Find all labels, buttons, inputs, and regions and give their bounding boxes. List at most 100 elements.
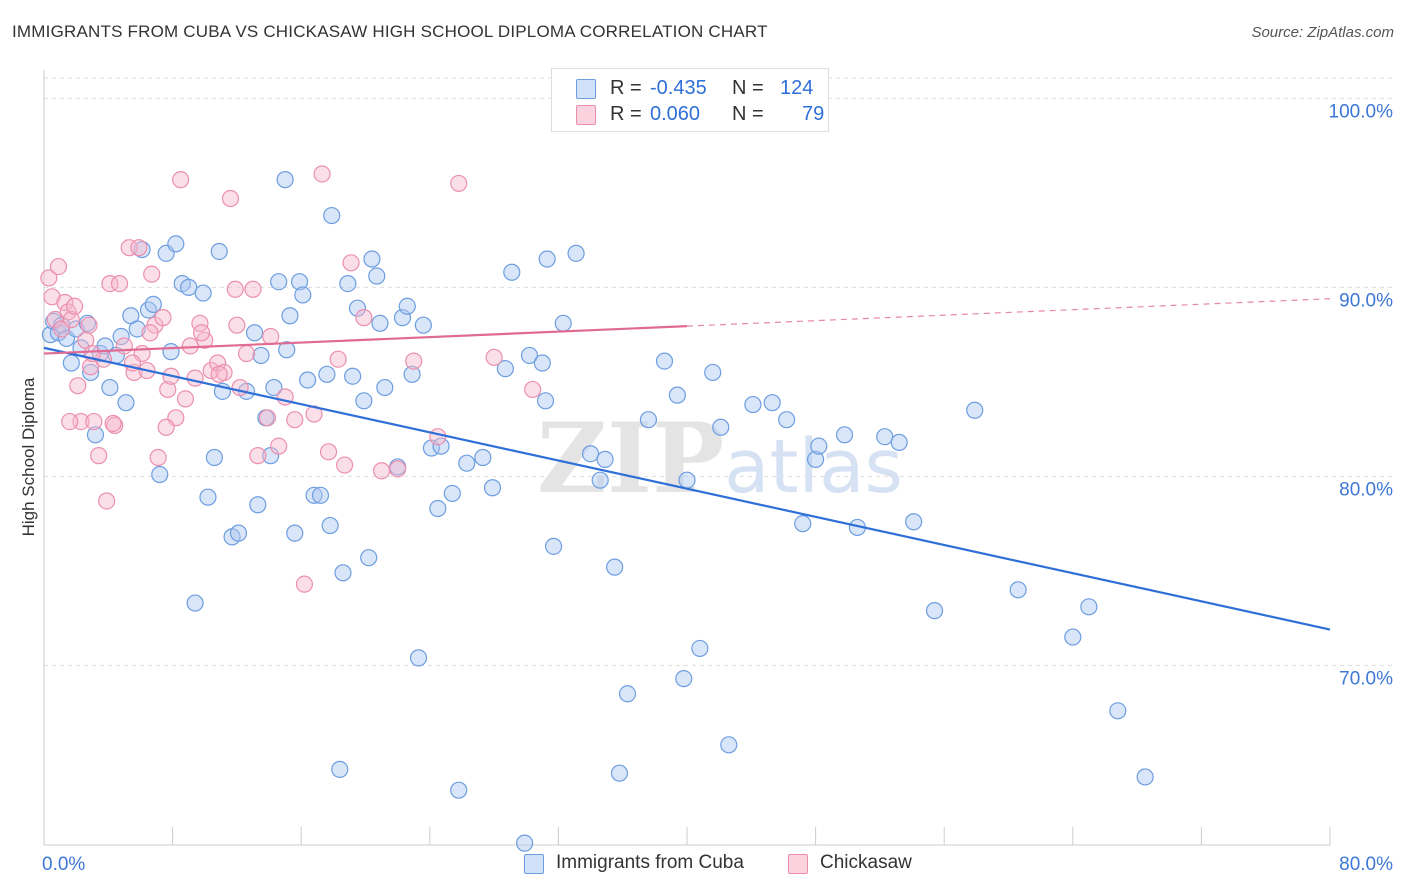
data-point-cuba: [144, 295, 162, 313]
data-point-chickasaw: [120, 239, 138, 257]
data-point-chickasaw: [270, 437, 288, 455]
legend-r-value: 0.060: [650, 103, 701, 125]
data-point-cuba: [1136, 768, 1154, 786]
legend-r-label: R =: [610, 77, 642, 99]
data-point-chickasaw: [221, 189, 240, 208]
data-point-chickasaw: [237, 344, 256, 363]
data-point-chickasaw: [62, 310, 80, 329]
data-point-chickasaw: [154, 309, 172, 327]
data-point-cuba: [281, 307, 299, 325]
data-point-cuba: [311, 486, 330, 504]
data-point-cuba: [639, 411, 658, 429]
y-tick-label: 70.0%: [1339, 668, 1393, 689]
data-point-chickasaw: [61, 412, 79, 431]
data-point-cuba: [101, 378, 119, 397]
data-point-cuba: [474, 448, 492, 467]
data-point-chickasaw: [80, 316, 98, 334]
data-point-cuba: [112, 327, 130, 346]
data-point-cuba: [252, 346, 270, 365]
data-point-cuba: [794, 515, 812, 533]
data-point-cuba: [229, 524, 248, 542]
data-point-cuba: [82, 363, 100, 382]
data-point-cuba: [276, 171, 294, 189]
data-point-cuba: [348, 299, 367, 317]
data-point-chickasaw: [210, 365, 228, 383]
data-point-cuba: [290, 273, 309, 291]
data-point-chickasaw: [313, 165, 331, 183]
data-point-cuba: [194, 284, 212, 302]
data-point-chickasaw: [115, 337, 133, 355]
data-point-cuba: [1080, 598, 1098, 616]
data-point-cuba: [344, 367, 362, 385]
data-point-chickasaw: [85, 412, 103, 431]
data-point-cuba: [503, 263, 521, 281]
data-point-chickasaw: [355, 309, 373, 327]
data-point-cuba: [398, 297, 416, 315]
legend-swatch-cuba: [576, 79, 596, 99]
data-point-cuba: [403, 365, 421, 383]
data-point-cuba: [567, 244, 585, 262]
data-point-chickasaw: [524, 380, 542, 399]
data-point-chickasaw: [389, 460, 407, 478]
data-point-cuba: [286, 524, 304, 542]
y-tick-label: 100.0%: [1329, 101, 1394, 122]
trendline-chickasaw: [43, 325, 688, 355]
legend-n-value: 79: [802, 103, 825, 125]
data-point-chickasaw: [104, 414, 122, 433]
data-point-chickasaw: [286, 411, 304, 429]
trendline-chickasaw-extension: [686, 298, 1331, 327]
data-point-chickasaw: [429, 428, 447, 446]
data-point-chickasaw: [149, 448, 167, 467]
trendline-cuba: [43, 346, 1331, 631]
data-point-chickasaw: [172, 171, 190, 189]
data-point-cuba: [331, 760, 349, 778]
data-point-cuba: [299, 371, 317, 389]
data-point-cuba: [591, 471, 609, 489]
data-point-cuba: [905, 513, 923, 531]
data-point-chickasaw: [141, 324, 159, 342]
data-point-cuba: [890, 433, 908, 451]
chart-title: IMMIGRANTS FROM CUBA VS CHICKASAW HIGH S…: [12, 22, 768, 41]
bottom-legend-swatch-cuba: [524, 854, 544, 874]
data-point-cuba: [876, 428, 894, 446]
data-point-cuba: [496, 360, 514, 378]
data-point-cuba: [186, 594, 204, 612]
data-point-cuba: [409, 649, 428, 667]
data-point-cuba: [199, 488, 217, 506]
data-point-cuba: [393, 309, 412, 327]
data-point-cuba: [245, 324, 264, 342]
data-point-chickasaw: [329, 350, 347, 368]
data-point-cuba: [806, 450, 825, 468]
data-point-cuba: [205, 448, 223, 467]
data-point-chickasaw: [226, 280, 244, 298]
data-point-cuba: [554, 314, 572, 332]
data-point-chickasaw: [258, 409, 277, 427]
data-point-cuba: [516, 834, 534, 852]
data-point-cuba: [62, 354, 80, 372]
data-point-chickasaw: [176, 390, 195, 408]
data-point-cuba: [278, 341, 296, 359]
data-point-chickasaw: [40, 269, 58, 287]
data-point-cuba: [744, 395, 762, 414]
data-point-cuba: [704, 363, 722, 382]
data-point-cuba: [835, 426, 854, 444]
data-point-cuba: [294, 286, 312, 304]
data-point-cuba: [270, 273, 288, 291]
data-point-cuba: [596, 450, 614, 468]
legend-r-label: R =: [610, 103, 642, 125]
data-point-chickasaw: [157, 418, 175, 436]
data-point-chickasaw: [485, 348, 503, 366]
data-point-cuba: [180, 278, 198, 296]
x-tick-label: 0.0%: [42, 854, 85, 875]
data-point-cuba: [691, 639, 709, 658]
data-point-cuba: [483, 479, 502, 497]
data-point-chickasaw: [130, 239, 148, 257]
data-point-chickasaw: [49, 257, 68, 276]
data-point-chickasaw: [159, 380, 177, 399]
bottom-legend-label-cuba: Immigrants from Cuba: [556, 852, 744, 873]
data-point-cuba: [117, 394, 135, 412]
watermark: ZIPatlas: [537, 402, 903, 515]
data-point-chickasaw: [56, 293, 74, 312]
data-point-chickasaw: [69, 377, 87, 395]
